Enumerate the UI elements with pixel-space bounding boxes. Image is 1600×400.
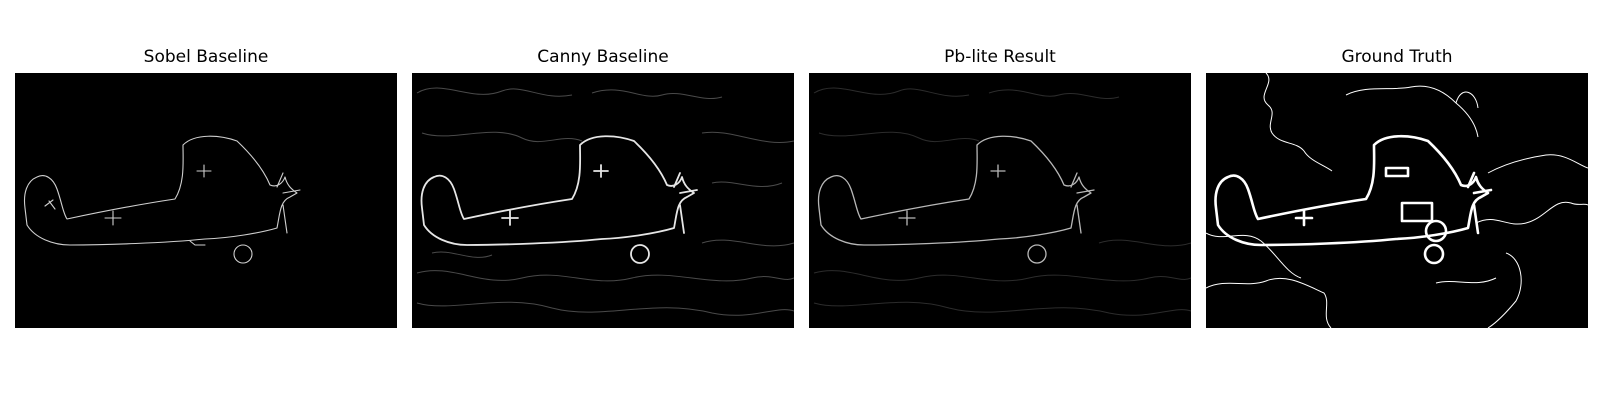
sobel-edge-svg: [23, 135, 301, 264]
panel-title-ground-truth: Ground Truth: [1341, 47, 1453, 67]
ground-truth-image: [1206, 73, 1588, 328]
panel-title-canny: Canny Baseline: [537, 47, 669, 67]
panel-title-sobel: Sobel Baseline: [143, 47, 269, 67]
panel-title-pblite: Pb-lite Result: [944, 47, 1056, 67]
pblite-edge-svg: [813, 87, 1191, 316]
pblite-edge-image: [809, 73, 1191, 328]
sobel-edge-image: [15, 73, 397, 328]
canny-edge-image: [412, 73, 794, 328]
ground-truth-svg: [1206, 73, 1588, 328]
canny-edge-svg: [416, 87, 794, 316]
